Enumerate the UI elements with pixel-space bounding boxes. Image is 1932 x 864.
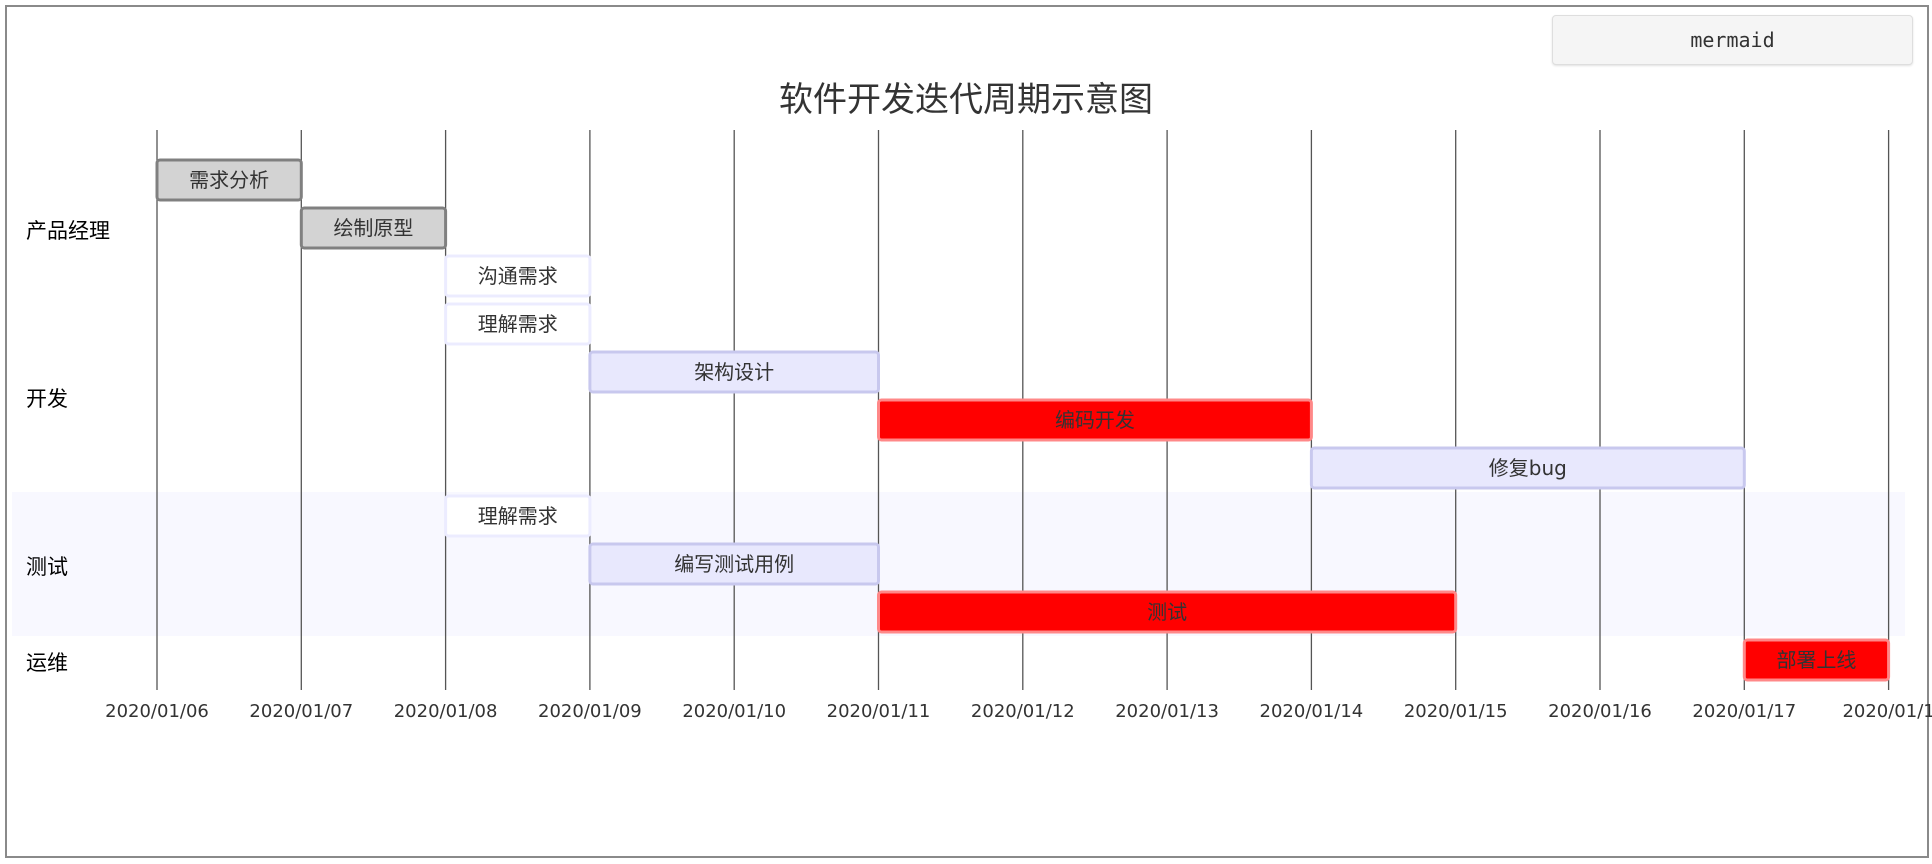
task-label: 理解需求	[478, 504, 558, 528]
task-bar-crit	[877, 590, 1458, 634]
tick-label: 2020/01/09	[538, 701, 642, 722]
section-title: 测试	[26, 555, 68, 579]
chart-title: 软件开发迭代周期示意图	[779, 80, 1153, 120]
task-label: 测试	[1147, 600, 1187, 624]
task-label: 编写测试用例	[674, 552, 794, 576]
task-label: 需求分析	[189, 168, 269, 192]
task-bar-done	[299, 206, 448, 250]
task-bar-crit	[1742, 638, 1891, 682]
task-label: 沟通需求	[478, 264, 558, 288]
tick-label: 2020/01/16	[1548, 701, 1652, 722]
task-label: 部署上线	[1776, 648, 1856, 672]
mermaid-button[interactable]: mermaid	[1552, 15, 1913, 65]
task-bar-done	[155, 158, 303, 202]
tick-label: 2020/01/14	[1260, 701, 1364, 722]
tick-label: 2020/01/10	[682, 701, 786, 722]
tick-label: 2020/01/1	[1842, 701, 1932, 722]
task-label: 理解需求	[478, 312, 558, 336]
tick-label: 2020/01/07	[249, 701, 353, 722]
task-bar-normal	[588, 542, 881, 586]
task-bar-normal	[1309, 446, 1746, 490]
task-bar-active	[444, 494, 592, 538]
task-bar-crit	[877, 398, 1313, 442]
task-bar-active	[444, 302, 592, 346]
tick-label: 2020/01/06	[105, 701, 209, 722]
tick-label: 2020/01/17	[1692, 701, 1796, 722]
task-label: 绘制原型	[333, 216, 413, 240]
task-bar-normal	[588, 350, 881, 394]
tick-label: 2020/01/13	[1115, 701, 1219, 722]
section-title: 产品经理	[26, 219, 110, 243]
tick-label: 2020/01/08	[394, 701, 498, 722]
task-label: 架构设计	[694, 360, 774, 384]
tick-label: 2020/01/12	[971, 701, 1075, 722]
task-label: 编码开发	[1055, 408, 1135, 432]
section-title: 开发	[26, 387, 68, 411]
task-label: 修复bug	[1489, 456, 1567, 480]
tick-label: 2020/01/15	[1404, 701, 1508, 722]
task-bar-active	[444, 254, 592, 298]
section-title: 运维	[26, 651, 68, 675]
tick-label: 2020/01/11	[827, 701, 931, 722]
